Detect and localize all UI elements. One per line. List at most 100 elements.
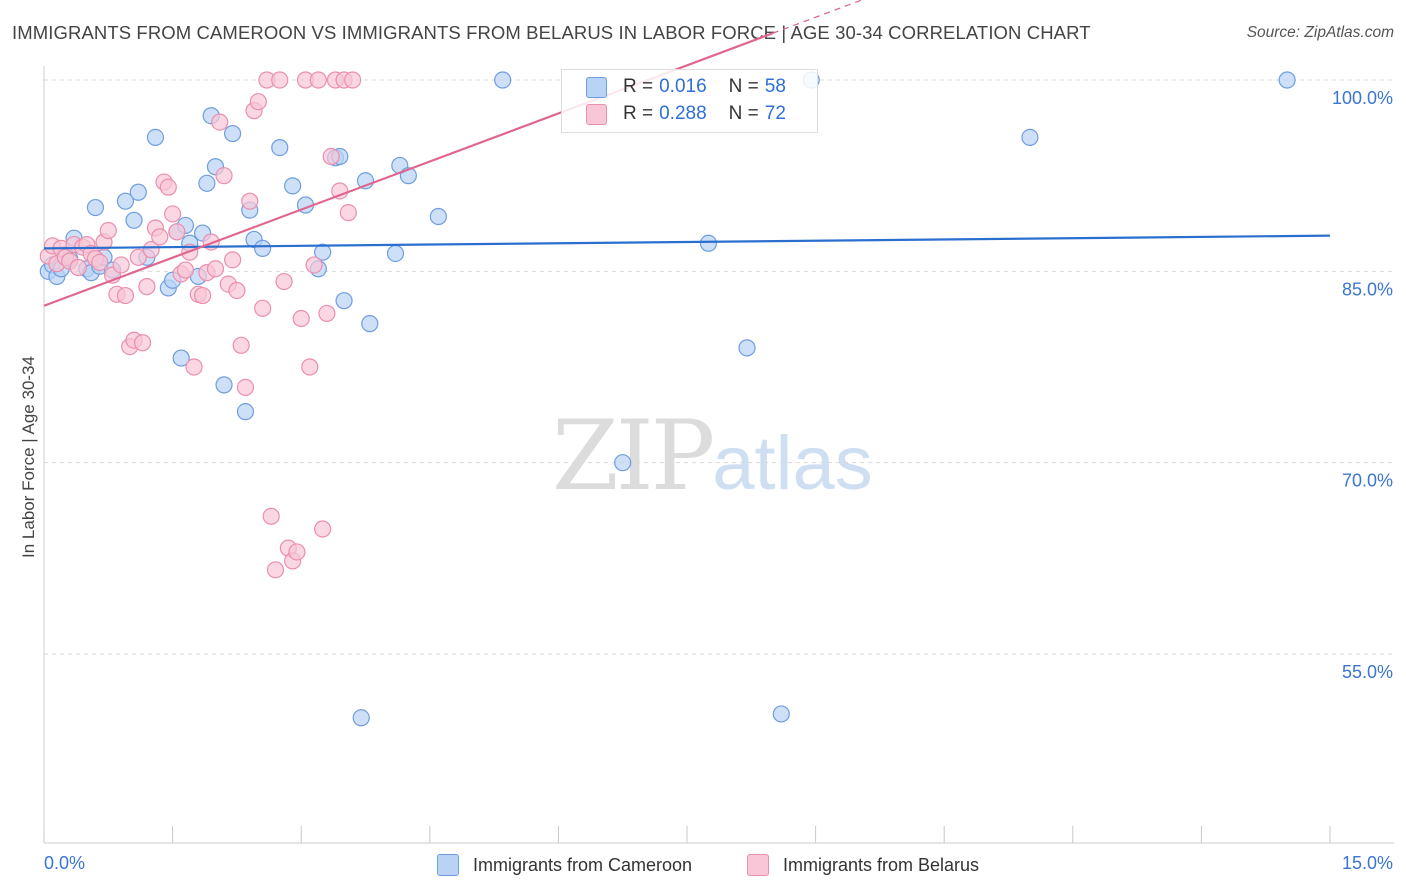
legend-row-cameroon: R = 0.016 N = 58: [586, 74, 786, 100]
belarus-trend-extension: [772, 0, 864, 34]
chart-title: IMMIGRANTS FROM CAMEROON VS IMMIGRANTS F…: [12, 22, 1091, 43]
belarus-swatch: [586, 103, 607, 125]
belarus-point: [159, 178, 177, 196]
belarus-point: [133, 334, 152, 352]
cameroon-point: [361, 315, 379, 333]
cameroon-point: [146, 128, 165, 146]
belarus-point: [236, 378, 255, 397]
cameroon-point: [386, 244, 405, 263]
cameroon-point: [236, 403, 255, 421]
belarus-point: [211, 113, 229, 131]
x-tick-label-max: 15.0%: [1342, 853, 1393, 873]
belarus-point: [232, 336, 250, 354]
cameroon-legend-swatch: [437, 854, 459, 876]
belarus-point: [266, 561, 285, 579]
belarus-point: [116, 286, 135, 305]
y-axis-label: In Labor Force | Age 30-34: [19, 356, 38, 558]
belarus-point: [168, 223, 186, 241]
cameroon-point: [198, 174, 216, 192]
belarus-point: [262, 507, 280, 525]
legend-r-value-belarus: 0.288: [659, 103, 707, 124]
cameroon-point: [254, 239, 272, 257]
cameroon-point: [129, 183, 147, 201]
cameroon-point: [284, 177, 302, 195]
belarus-legend-swatch: [747, 854, 769, 876]
belarus-point: [142, 241, 160, 259]
zipatlas-watermark: ZIPatlas: [552, 400, 873, 512]
bottom-legend-belarus: Immigrants from Belarus: [747, 852, 979, 878]
cameroon-point: [172, 349, 190, 367]
belarus-point: [271, 71, 289, 89]
cameroon-point: [352, 709, 370, 727]
correlation-legend: R = 0.016 N = 58 R = 0.288 N = 72: [561, 69, 818, 133]
cameroon-legend-label: Immigrants from Cameroon: [473, 854, 693, 875]
legend-r-label: R =: [623, 76, 654, 97]
cameroon-point: [215, 376, 233, 394]
y-tick-label: 85.0%: [1342, 279, 1393, 299]
belarus-point: [112, 256, 130, 274]
source-attribution: Source: ZipAtlas.com: [1246, 24, 1394, 41]
cameroon-point: [86, 198, 105, 217]
belarus-point: [301, 358, 319, 376]
belarus-point: [129, 248, 147, 266]
cameroon-point: [494, 71, 512, 89]
belarus-point: [138, 278, 156, 296]
belarus-point: [194, 286, 212, 305]
belarus-point: [206, 260, 225, 278]
belarus-point: [241, 192, 259, 210]
belarus-legend-label: Immigrants from Belarus: [783, 854, 980, 875]
cameroon-point: [1021, 128, 1039, 146]
legend-r-value-cameroon: 0.016: [659, 76, 707, 97]
belarus-point: [339, 204, 357, 222]
bottom-legend-cameroon: Immigrants from Cameroon: [437, 852, 692, 878]
y-tick-label: 55.0%: [1342, 662, 1393, 682]
belarus-point: [99, 221, 117, 240]
belarus-point: [318, 304, 336, 323]
legend-n-label: N =: [728, 76, 759, 97]
belarus-point: [69, 258, 87, 277]
belarus-point: [292, 309, 310, 328]
cameroon-point: [1278, 71, 1296, 89]
belarus-point: [228, 281, 246, 300]
belarus-point: [309, 71, 327, 89]
belarus-point: [249, 93, 267, 111]
watermark-zip: ZIP: [552, 400, 715, 512]
cameroon-swatch: [586, 76, 607, 98]
legend-n-label: N =: [728, 103, 759, 124]
belarus-point: [344, 71, 362, 89]
belarus-point: [275, 272, 293, 291]
belarus-point: [314, 520, 332, 538]
cameroon-point: [772, 705, 790, 723]
cameroon-trend-line: [43, 234, 1331, 250]
cameroon-point: [335, 292, 353, 310]
cameroon-point: [314, 243, 332, 261]
cameroon-point: [699, 234, 718, 252]
legend-r-label: R =: [623, 103, 654, 124]
y-tick-label: 70.0%: [1342, 471, 1393, 491]
belarus-point: [254, 299, 272, 317]
belarus-point: [215, 167, 233, 185]
cameroon-point: [224, 124, 242, 143]
belarus-point: [224, 251, 242, 269]
y-tick-label: 100.0%: [1332, 88, 1393, 108]
belarus-point: [176, 261, 195, 279]
cameroon-point: [271, 139, 289, 157]
cameroon-point: [614, 454, 632, 472]
belarus-point: [322, 147, 340, 166]
legend-row-belarus: R = 0.288 N = 72: [586, 101, 786, 127]
cameroon-point: [116, 192, 135, 210]
legend-n-value-belarus: 72: [764, 103, 786, 124]
belarus-point: [151, 228, 169, 246]
belarus-point: [91, 253, 109, 272]
belarus-point: [305, 256, 323, 274]
x-tick-label-min: 0.0%: [44, 853, 85, 873]
belarus-point: [164, 205, 182, 223]
legend-n-value-cameroon: 58: [764, 76, 786, 97]
belarus-point: [331, 182, 349, 200]
cameroon-point: [738, 339, 756, 357]
cameroon-point: [429, 207, 447, 226]
watermark-atlas: atlas: [712, 421, 873, 506]
cameroon-point: [125, 211, 143, 229]
belarus-point: [288, 543, 306, 561]
